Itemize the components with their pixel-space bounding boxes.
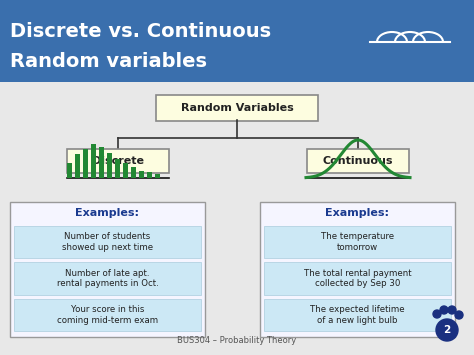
Bar: [14, 262, 201, 295]
Text: BUS304 – Probability Theory: BUS304 – Probability Theory: [177, 336, 297, 345]
FancyBboxPatch shape: [67, 149, 169, 173]
Bar: [0, 0, 474, 82]
Circle shape: [433, 310, 441, 318]
Text: Continuous: Continuous: [323, 156, 393, 166]
Bar: [100, 147, 104, 178]
Text: Number of students
showed up next time: Number of students showed up next time: [62, 233, 153, 252]
Text: Discrete: Discrete: [92, 156, 144, 166]
Bar: [10, 202, 205, 337]
Circle shape: [440, 306, 448, 314]
Bar: [264, 262, 451, 295]
Bar: [75, 154, 81, 178]
Bar: [264, 299, 451, 331]
Bar: [260, 202, 455, 337]
Bar: [83, 149, 89, 178]
Bar: [131, 167, 137, 178]
Circle shape: [448, 306, 456, 314]
Bar: [108, 153, 112, 178]
Bar: [14, 226, 201, 258]
Text: 2: 2: [443, 325, 451, 335]
Bar: [116, 159, 120, 178]
Text: Your score in this
coming mid-term exam: Your score in this coming mid-term exam: [57, 305, 158, 324]
Bar: [124, 163, 128, 178]
Bar: [14, 299, 201, 331]
Text: Number of late apt.
rental payments in Oct.: Number of late apt. rental payments in O…: [56, 269, 158, 288]
Text: The total rental payment
collected by Sep 30: The total rental payment collected by Se…: [304, 269, 411, 288]
Bar: [67, 163, 73, 178]
Bar: [139, 170, 145, 178]
Text: Random Variables: Random Variables: [181, 103, 293, 113]
Text: Discrete vs. Continuous: Discrete vs. Continuous: [10, 22, 271, 41]
FancyBboxPatch shape: [156, 95, 318, 121]
Bar: [147, 172, 153, 178]
Text: The expected lifetime
of a new light bulb: The expected lifetime of a new light bul…: [310, 305, 405, 324]
Circle shape: [436, 319, 458, 341]
FancyBboxPatch shape: [307, 149, 409, 173]
Text: Random variables: Random variables: [10, 52, 207, 71]
Text: The temperature
tomorrow: The temperature tomorrow: [321, 233, 394, 252]
Text: Examples:: Examples:: [75, 208, 139, 218]
Bar: [155, 174, 161, 178]
Text: Examples:: Examples:: [326, 208, 390, 218]
Bar: [264, 226, 451, 258]
Circle shape: [455, 311, 463, 319]
Bar: [91, 144, 97, 178]
